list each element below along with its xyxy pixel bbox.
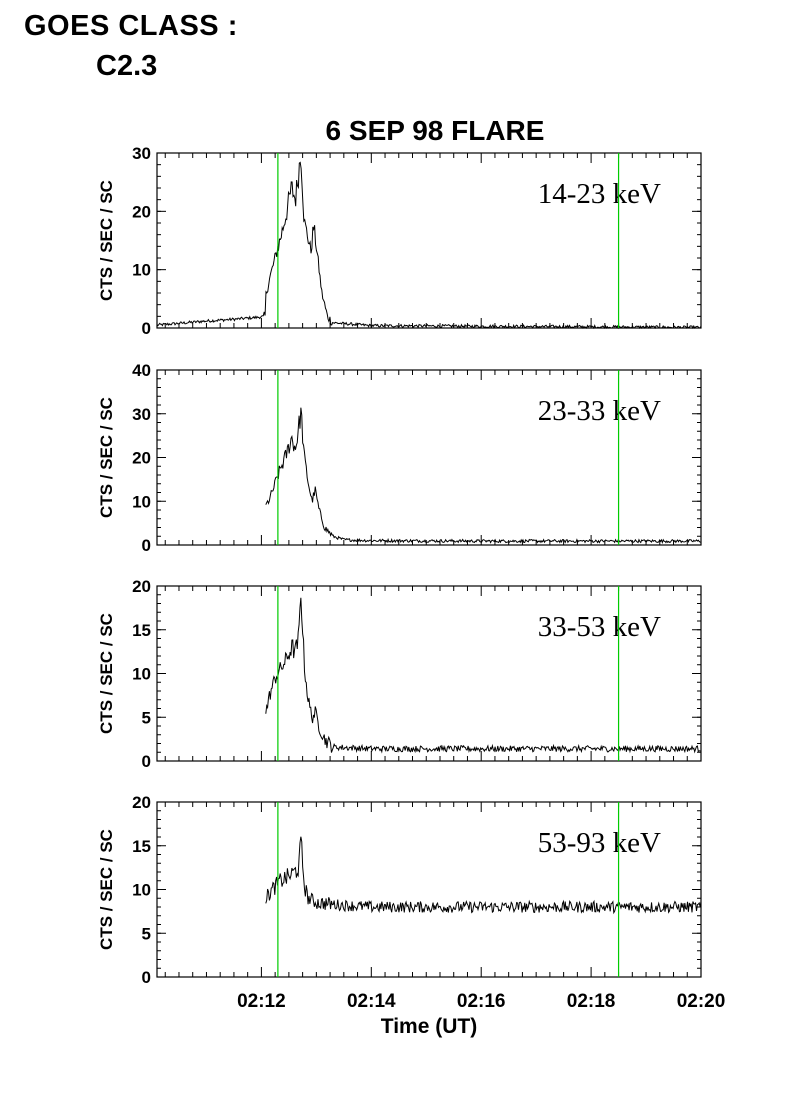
y-tick-label: 10 (132, 665, 151, 684)
y-tick-label: 30 (132, 405, 151, 424)
x-axis-label: Time (UT) (381, 1015, 477, 1038)
energy-band-label: 23-33 keV (538, 395, 661, 427)
y-tick-label: 0 (142, 536, 151, 555)
y-tick-label: 0 (142, 968, 151, 987)
energy-band-label: 14-23 keV (538, 178, 661, 210)
y-tick-label: 0 (142, 752, 151, 771)
y-tick-label: 40 (132, 361, 151, 380)
panel-frame (156, 152, 702, 329)
lightcurve-line (265, 407, 702, 545)
y-tick-label: 10 (132, 881, 151, 900)
y-tick-label: 5 (142, 924, 151, 943)
goes-class-value: C2.3 (96, 50, 158, 82)
y-axis-label: CTS / SEC / SC (97, 829, 116, 950)
chart-title: 6 SEP 98 FLARE (326, 115, 545, 146)
y-tick-label: 20 (132, 577, 151, 596)
lightcurve-line (265, 836, 702, 915)
energy-band-label: 53-93 keV (538, 827, 661, 859)
energy-band-label: 33-53 keV (538, 611, 661, 643)
y-axis-label: CTS / SEC / SC (97, 180, 116, 301)
y-tick-label: 20 (132, 793, 151, 812)
y-tick-label: 30 (132, 144, 151, 163)
x-tick-label: 02:12 (237, 991, 286, 1012)
y-tick-label: 20 (132, 202, 151, 221)
y-tick-label: 15 (132, 621, 151, 640)
x-tick-label: 02:16 (457, 991, 506, 1012)
x-tick-label: 02:14 (347, 991, 396, 1012)
y-tick-label: 15 (132, 837, 151, 856)
x-tick-label: 02:20 (677, 991, 726, 1012)
x-tick-label: 02:18 (567, 991, 616, 1012)
y-tick-label: 10 (132, 492, 151, 511)
y-axis-label: CTS / SEC / SC (97, 613, 116, 734)
lightcurve-line (265, 597, 702, 754)
y-tick-label: 0 (142, 319, 151, 338)
y-axis-label: CTS / SEC / SC (97, 397, 116, 518)
goes-class-label: GOES CLASS : (24, 10, 238, 42)
y-tick-label: 20 (132, 449, 151, 468)
lightcurve-line (156, 161, 702, 330)
y-tick-label: 5 (142, 708, 151, 727)
y-tick-label: 10 (132, 261, 151, 280)
